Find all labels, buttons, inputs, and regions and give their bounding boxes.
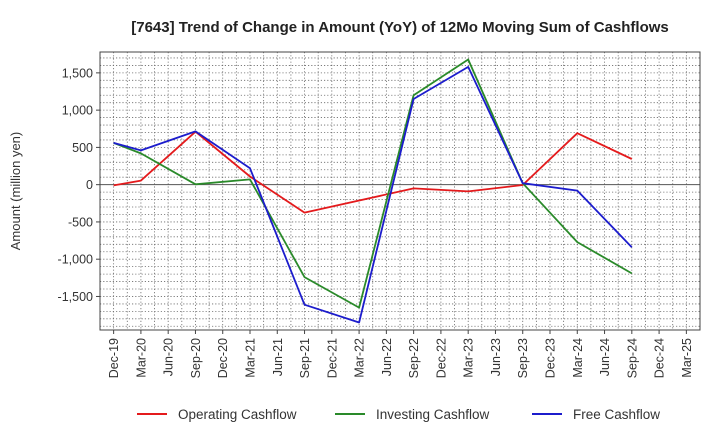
- x-tick-label: Mar-24: [571, 338, 585, 378]
- x-tick-label: Mar-22: [353, 338, 367, 378]
- x-tick-label: Mar-21: [244, 338, 258, 378]
- x-tick-label: Sep-21: [298, 338, 312, 378]
- y-tick-label: -1,500: [58, 290, 93, 304]
- x-tick-label: Sep-24: [625, 338, 639, 378]
- x-tick-label: Sep-23: [516, 338, 530, 378]
- x-tick-label: Sep-22: [407, 338, 421, 378]
- y-tick-label: 1,000: [62, 104, 93, 118]
- plot-border: [99, 51, 701, 331]
- x-tick-label: Dec-24: [653, 338, 667, 378]
- x-tick-label: Mar-23: [462, 338, 476, 378]
- series-lines: [113, 58, 633, 324]
- x-tick-labels: Dec-19 Mar-20 Jun-20 Sep-20 Dec-20 Mar-21 Jun-…: [107, 330, 694, 378]
- x-tick-label: Mar-20: [134, 338, 148, 378]
- y-tick-labels: -1,500 -1,000 -500 0 500 1,000 1,500: [58, 66, 100, 304]
- x-tick-label: Dec-20: [216, 338, 230, 378]
- legend: Operating Cashflow Investing Cashflow Free…: [137, 407, 660, 422]
- y-axis-label: Amount (million yen): [8, 132, 23, 251]
- x-tick-label: Dec-21: [325, 338, 339, 378]
- series-line-investing-cashflow: [113, 58, 633, 309]
- x-tick-label: Dec-23: [544, 338, 558, 378]
- x-tick-label: Jun-24: [598, 338, 612, 376]
- y-tick-label: -1,000: [58, 253, 93, 267]
- y-tick-label: 1,500: [62, 66, 93, 80]
- x-tick-label: Dec-22: [434, 338, 448, 378]
- x-tick-label: Jun-21: [271, 338, 285, 376]
- series-line-operating-cashflow: [113, 130, 633, 214]
- series-line-free-cashflow: [113, 66, 633, 324]
- legend-label: Operating Cashflow: [178, 407, 297, 422]
- legend-label: Free Cashflow: [573, 407, 660, 422]
- x-tick-label: Sep-20: [189, 338, 203, 378]
- x-tick-label: Mar-25: [680, 338, 694, 378]
- y-tick-label: 500: [72, 141, 93, 155]
- x-tick-label: Jun-22: [380, 338, 394, 376]
- chart-title: [7643] Trend of Change in Amount (YoY) o…: [131, 19, 669, 36]
- legend-label: Investing Cashflow: [376, 407, 490, 422]
- y-tick-label: 0: [86, 178, 93, 192]
- x-tick-label: Dec-19: [107, 338, 121, 378]
- grid-lines: [100, 52, 700, 330]
- x-tick-label: Jun-23: [489, 338, 503, 376]
- y-tick-label: -500: [68, 215, 93, 229]
- x-tick-label: Jun-20: [162, 338, 176, 376]
